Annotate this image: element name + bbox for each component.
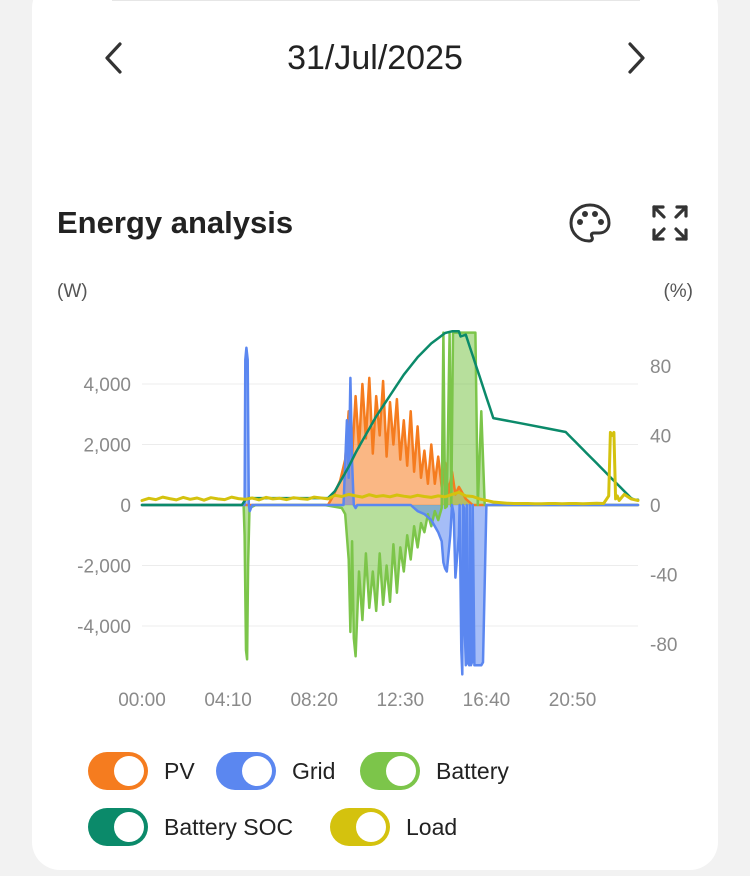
legend-label: Load — [406, 814, 458, 840]
legend-toggle-load[interactable]: Load — [330, 808, 457, 846]
legend-toggle-grid[interactable]: Grid — [216, 752, 335, 790]
toggle-switch[interactable] — [330, 808, 390, 846]
section-title: Energy analysis — [57, 205, 294, 240]
color-theme-button[interactable] — [567, 200, 613, 246]
divider — [112, 0, 640, 1]
chevron-right-icon — [628, 42, 645, 74]
toggle-knob — [356, 812, 386, 842]
legend-toggle-battery-soc[interactable]: Battery SOC — [88, 808, 293, 846]
toggle-switch[interactable] — [216, 752, 276, 790]
toggle-switch[interactable] — [88, 808, 148, 846]
legend-label: PV — [164, 758, 195, 784]
legend-label: Battery SOC — [164, 814, 294, 840]
right-axis-unit: (%) — [663, 281, 693, 302]
toggle-knob — [114, 756, 144, 786]
legend-label: Grid — [292, 758, 336, 784]
previous-day-button[interactable] — [93, 36, 133, 80]
legend-toggle-battery[interactable]: Battery — [360, 752, 509, 790]
legend-label: Battery — [436, 758, 509, 784]
toggle-switch[interactable] — [360, 752, 420, 790]
palette-icon — [569, 203, 611, 243]
chevron-left-icon — [105, 42, 122, 74]
fullscreen-button[interactable] — [647, 200, 693, 246]
date-label: 31/Jul/2025 — [287, 39, 463, 77]
toggle-switch[interactable] — [88, 752, 148, 790]
next-day-button[interactable] — [617, 36, 657, 80]
toggle-knob — [114, 812, 144, 842]
expand-icon — [652, 205, 688, 241]
toggle-knob — [242, 756, 272, 786]
legend-toggle-pv[interactable]: PV — [88, 752, 195, 790]
toggle-knob — [386, 756, 416, 786]
left-axis-unit: (W) — [57, 281, 88, 302]
energy-card — [32, 0, 718, 870]
